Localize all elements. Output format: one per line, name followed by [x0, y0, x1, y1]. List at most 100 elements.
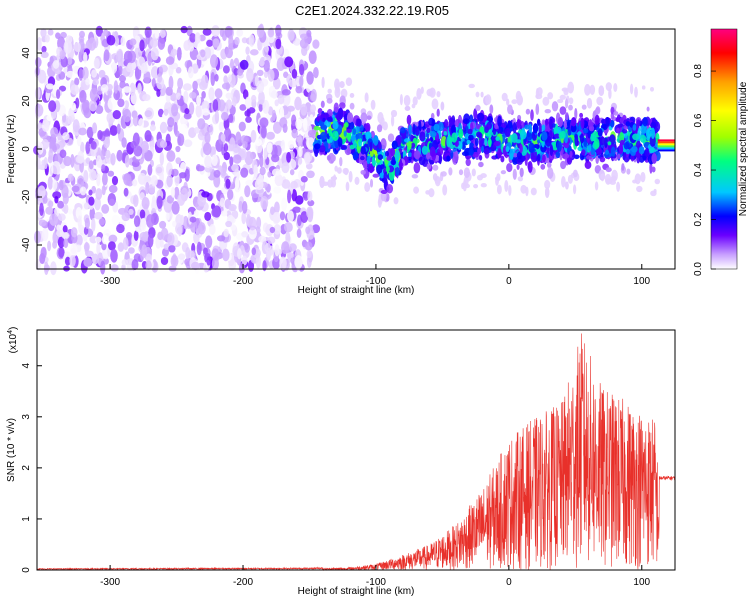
spec-cell [369, 179, 374, 188]
spec-cell [287, 189, 292, 204]
spec-cell [86, 126, 94, 139]
spec-cell [269, 245, 274, 256]
spec-cell [63, 203, 69, 215]
spec-cell [649, 135, 656, 147]
spec-cell [170, 48, 178, 56]
spec-cell [81, 99, 91, 114]
spec-cell [57, 236, 65, 249]
spec-cell [61, 184, 69, 198]
spec-cell [364, 182, 371, 193]
spec-cell [314, 147, 319, 157]
spec-cell [294, 96, 302, 111]
spec-cell [189, 32, 197, 43]
spec-cell [41, 119, 50, 132]
spec-cell [410, 142, 416, 149]
spec-cell [121, 212, 131, 222]
spec-cell [122, 237, 129, 251]
spec-cell [103, 49, 110, 62]
spec-cell [579, 112, 584, 118]
spec-cell [331, 154, 336, 162]
spec-cell [196, 241, 202, 256]
spec-cell [219, 28, 225, 37]
spec-cell [159, 220, 167, 229]
spec-cell [79, 186, 87, 196]
spec-cell [506, 163, 513, 173]
spec-cell [218, 99, 226, 112]
spec-cell [343, 130, 347, 137]
spec-cell [223, 75, 228, 84]
colorbar-gradient [710, 28, 738, 270]
spec-cell [346, 112, 354, 123]
spec-cell [449, 117, 454, 127]
spec-cell [504, 127, 511, 137]
spec-cell [617, 153, 621, 160]
spec-cell [111, 214, 121, 226]
spec-cell [219, 197, 225, 208]
spec-cell [242, 141, 248, 149]
spec-cell [239, 104, 247, 111]
spec-cell [184, 108, 190, 115]
spec-cell [94, 196, 101, 211]
colorbar: 0.0 0.2 0.4 0.6 0.8 Normalized spectral ampl… [693, 28, 749, 276]
spec-cell [133, 194, 139, 207]
snr-multiplier-base: (x10 [8, 333, 19, 353]
spec-cell [225, 92, 233, 99]
spec-cell [131, 259, 139, 271]
spec-cell [446, 155, 451, 162]
spec-cell [83, 170, 89, 184]
spec-cell [640, 134, 647, 143]
spec-cell [567, 81, 575, 94]
spec-cell [544, 109, 552, 114]
spec-cell [76, 135, 82, 147]
spec-cell [183, 90, 189, 104]
spec-cell [511, 99, 518, 105]
spec-cell [613, 111, 619, 116]
spec-cell [594, 138, 600, 150]
spec-cell [295, 86, 303, 94]
spec-cell [132, 132, 140, 147]
spec-cell [288, 243, 297, 252]
spec-cell [175, 66, 182, 74]
spec-cell [506, 98, 510, 106]
spec-cell [190, 220, 198, 233]
spec-cell [496, 184, 502, 195]
spec-cell [91, 185, 97, 194]
spec-cell [330, 176, 338, 181]
spec-cell [574, 134, 579, 147]
spec-cell [108, 184, 118, 194]
spec-cell [58, 247, 65, 259]
spec-cell [211, 25, 220, 37]
spec-cell [34, 87, 41, 100]
spec-cell [74, 77, 80, 86]
spec-cell [352, 151, 359, 161]
spec-cell [274, 244, 280, 257]
spec-cell [259, 166, 266, 176]
spec-cell [116, 149, 123, 162]
spec-cell [545, 118, 549, 126]
spec-cell [565, 181, 569, 190]
spec-cell [192, 80, 198, 91]
spec-cell [549, 118, 553, 130]
spec-cell [180, 205, 190, 212]
spec-cell [292, 206, 302, 213]
spec-cell [413, 186, 420, 194]
spec-cell [218, 121, 225, 132]
spec-cell [177, 77, 184, 90]
spec-cell [239, 59, 249, 70]
spec-cell [412, 96, 418, 106]
spec-cell [337, 107, 344, 119]
spec-cell [72, 119, 80, 133]
spec-cell [271, 109, 277, 122]
spec-cell [194, 127, 200, 134]
spec-cell [43, 157, 48, 170]
spec-cell [211, 257, 219, 270]
spec-cell [547, 92, 554, 100]
spec-cell [222, 65, 230, 74]
spec-cell [175, 145, 181, 153]
spec-cell [383, 171, 388, 184]
spec-cell [520, 184, 527, 194]
spec-cell [358, 138, 363, 143]
spec-cell [117, 98, 125, 108]
colorbar-label: Normalized spectral amplitude [738, 81, 749, 216]
spec-cell [96, 242, 101, 255]
